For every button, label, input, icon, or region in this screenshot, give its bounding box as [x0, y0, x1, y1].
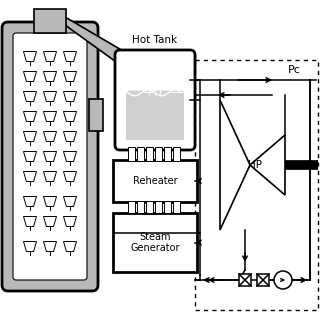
Circle shape — [274, 271, 292, 289]
Polygon shape — [44, 92, 57, 101]
Polygon shape — [23, 111, 36, 122]
Polygon shape — [44, 196, 57, 206]
Polygon shape — [44, 172, 57, 181]
Polygon shape — [23, 92, 36, 101]
Bar — [128, 201, 135, 213]
Bar — [146, 201, 153, 213]
Polygon shape — [44, 217, 57, 227]
Polygon shape — [23, 217, 36, 227]
Bar — [128, 147, 135, 161]
Bar — [155, 147, 162, 161]
Polygon shape — [23, 196, 36, 206]
FancyBboxPatch shape — [34, 9, 66, 33]
Bar — [155, 201, 162, 213]
Polygon shape — [23, 151, 36, 162]
Text: Hot Tank: Hot Tank — [132, 35, 178, 45]
Polygon shape — [44, 71, 57, 82]
Bar — [137, 147, 144, 161]
Bar — [239, 274, 251, 286]
Bar — [146, 147, 153, 161]
Polygon shape — [220, 100, 250, 230]
Polygon shape — [44, 151, 57, 162]
Polygon shape — [63, 172, 76, 181]
Text: HP: HP — [248, 160, 262, 170]
FancyBboxPatch shape — [13, 33, 87, 280]
Bar — [126, 93, 184, 140]
FancyBboxPatch shape — [2, 22, 98, 291]
Bar — [164, 201, 171, 213]
Bar — [257, 274, 269, 286]
Polygon shape — [63, 92, 76, 101]
Polygon shape — [63, 111, 76, 122]
Polygon shape — [65, 17, 130, 72]
Polygon shape — [23, 242, 36, 252]
Polygon shape — [44, 111, 57, 122]
FancyBboxPatch shape — [113, 213, 197, 272]
Polygon shape — [63, 151, 76, 162]
Polygon shape — [63, 132, 76, 141]
Polygon shape — [250, 135, 285, 195]
Text: Steam
Generator: Steam Generator — [130, 232, 180, 253]
Polygon shape — [63, 217, 76, 227]
Polygon shape — [23, 52, 36, 61]
Text: Pc: Pc — [288, 65, 301, 75]
Polygon shape — [44, 52, 57, 61]
Polygon shape — [63, 242, 76, 252]
Bar — [195, 60, 318, 310]
Bar — [164, 147, 171, 161]
FancyBboxPatch shape — [113, 160, 197, 202]
Polygon shape — [23, 172, 36, 181]
Polygon shape — [23, 132, 36, 141]
Bar — [173, 201, 180, 213]
Polygon shape — [44, 132, 57, 141]
Bar — [137, 201, 144, 213]
FancyBboxPatch shape — [89, 99, 103, 131]
FancyBboxPatch shape — [115, 50, 195, 150]
Polygon shape — [23, 71, 36, 82]
Bar — [173, 147, 180, 161]
Polygon shape — [63, 196, 76, 206]
Polygon shape — [63, 52, 76, 61]
Polygon shape — [63, 71, 76, 82]
Polygon shape — [44, 242, 57, 252]
Text: Reheater: Reheater — [133, 176, 177, 186]
